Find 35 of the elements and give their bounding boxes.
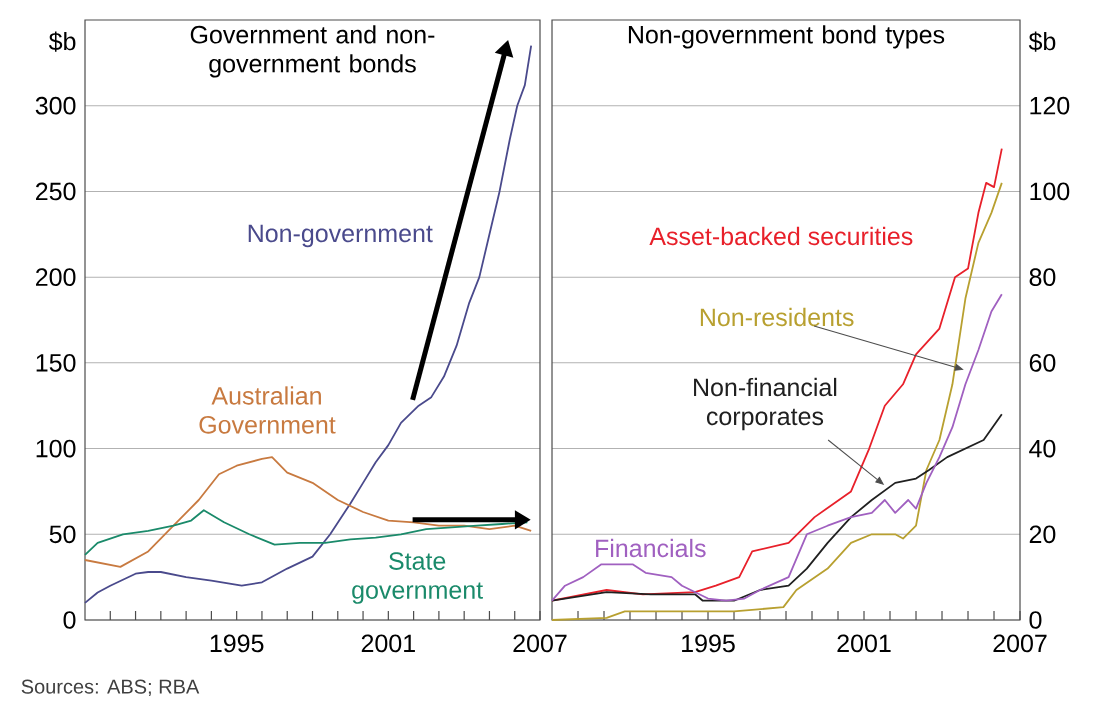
x-tick-label: 2007	[993, 634, 1047, 653]
series-label: Australian Government	[199, 386, 336, 434]
y2-tick-label: 20	[1029, 525, 1056, 543]
text: Non-financial corporates	[694, 377, 837, 430]
y2-tick-label: 100	[1030, 182, 1070, 201]
y-tick-label: 0	[63, 610, 76, 629]
y2-tick-label: 80	[1029, 268, 1056, 286]
y-tick-label: 100	[36, 439, 76, 458]
line-series	[84, 456, 533, 568]
x-tick-label: 2007	[513, 634, 567, 653]
line-series	[551, 293, 1003, 602]
x-tick-label: 1995	[210, 634, 264, 653]
y2-tick-label: 0	[1029, 610, 1042, 629]
series-label: State government	[352, 551, 483, 604]
text: Asset-backed securities	[649, 226, 913, 245]
x-tick-label: 1995	[682, 634, 735, 653]
line-series	[84, 44, 533, 604]
chart-title: Non-government bond types	[628, 25, 945, 49]
text: Government and non-government bonds	[190, 25, 435, 78]
x-tick-label: 2001	[361, 634, 415, 653]
y-tick-label: 300	[35, 96, 76, 115]
text: Non-government	[248, 224, 433, 248]
series-label: Financials	[596, 538, 706, 557]
text: Non-residents	[700, 307, 854, 326]
y2-tick-label: 120	[1030, 96, 1070, 115]
y-axis-title: $b	[48, 31, 76, 52]
x-tick-label: 2001	[837, 634, 891, 653]
y-tick-label: 200	[36, 268, 76, 286]
y-tick-label: 150	[36, 353, 76, 372]
y2-tick-label: 60	[1029, 353, 1056, 372]
y2-axis-title: $b	[1028, 31, 1056, 52]
y-tick-label: 250	[36, 182, 76, 201]
y2-tick-label: 40	[1029, 439, 1056, 458]
y-tick-label: 50	[49, 525, 76, 543]
source-note: Sources: ABS; RBA	[21, 679, 200, 696]
